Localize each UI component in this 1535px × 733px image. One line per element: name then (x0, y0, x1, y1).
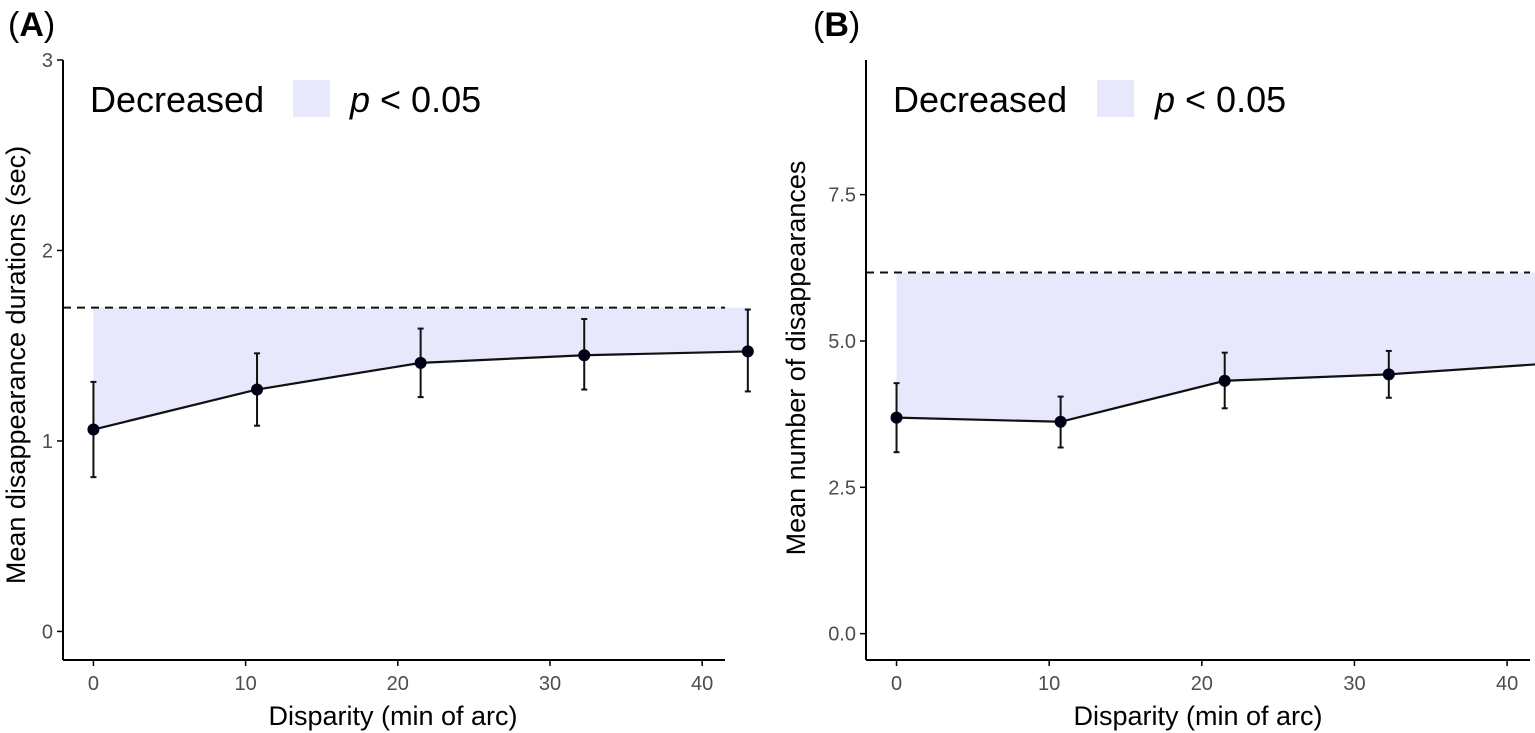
panel-a-y-tick-label: 0 (42, 621, 53, 643)
panel-b-x-ticks: 0 10 20 30 40 (891, 660, 1518, 695)
panel-a-legend: Decreased p < 0.05 (90, 79, 481, 120)
panel-b-legend-swatch (1097, 80, 1134, 117)
panel-b-decreased-region (896, 272, 1535, 422)
panel-a-y-tick-label: 1 (42, 431, 53, 453)
panel-a-x-tick-label: 10 (234, 673, 256, 695)
panel-a-y-axis-title: Mean disappearance durations (sec) (1, 146, 31, 584)
panel-b-x-tick-label: 0 (891, 673, 902, 695)
panel-a-x-ticks: 0 10 20 30 40 (88, 660, 713, 695)
panel-a-data-point (414, 356, 427, 369)
panel-b-legend-title: Decreased (893, 79, 1067, 120)
panel-b-y-tick-label: 5.0 (828, 331, 856, 353)
panel-b-y-tick-label: 2.5 (828, 477, 856, 499)
panel-a-x-tick-label: 40 (691, 673, 713, 695)
panel-a-data-point (741, 345, 754, 358)
panel-a-x-tick-label: 0 (88, 673, 99, 695)
panel-a-y-ticks: 0 1 2 3 (42, 50, 63, 643)
panel-a-data-point (578, 349, 591, 362)
panel-b-x-tick-label: 40 (1496, 673, 1518, 695)
panel-b-x-tick-label: 20 (1191, 673, 1213, 695)
panel-b-data-point (1054, 415, 1067, 428)
panel-b-y-axis-title: Mean number of disappearances (781, 161, 811, 556)
panel-a-x-axis-title: Disparity (min of arc) (268, 701, 517, 731)
panel-a-data-point (87, 423, 100, 436)
panel-b-data-point (890, 411, 903, 424)
panel-b-data-point (1382, 368, 1395, 381)
panel-a: (A) 0 10 20 30 40 0 1 2 3 Disparity (min of arc… (1, 6, 754, 731)
panel-a-x-tick-label: 30 (539, 673, 561, 695)
panel-a-legend-title: Decreased (90, 79, 264, 120)
panel-b-plot (866, 271, 1535, 454)
panel-b-y-tick-label: 0.0 (828, 624, 856, 646)
panel-a-y-tick-label: 2 (42, 240, 53, 262)
panel-b-y-tick-label: 7.5 (828, 185, 856, 207)
panel-b-data-point (1218, 374, 1231, 387)
panel-b-legend-label: p < 0.05 (1154, 79, 1286, 120)
panel-a-legend-label: p < 0.05 (349, 79, 481, 120)
panel-a-label: (A) (8, 6, 55, 44)
panel-b-legend: Decreased p < 0.05 (893, 79, 1286, 120)
panel-a-plot (63, 306, 754, 479)
panel-b-x-tick-label: 30 (1343, 673, 1365, 695)
panel-b: (B) 0 10 20 30 40 0.0 2.5 5.0 7.5 Disparity (mi… (781, 6, 1535, 731)
panel-b-y-ticks: 0.0 2.5 5.0 7.5 (828, 185, 866, 646)
panel-a-legend-swatch (293, 80, 330, 117)
panel-a-x-tick-label: 20 (387, 673, 409, 695)
panel-b-label: (B) (813, 6, 860, 44)
panel-a-y-tick-label: 3 (42, 50, 53, 72)
panel-b-x-tick-label: 10 (1038, 673, 1060, 695)
panel-b-x-axis-title: Disparity (min of arc) (1073, 701, 1322, 731)
panel-a-data-point (251, 383, 264, 396)
